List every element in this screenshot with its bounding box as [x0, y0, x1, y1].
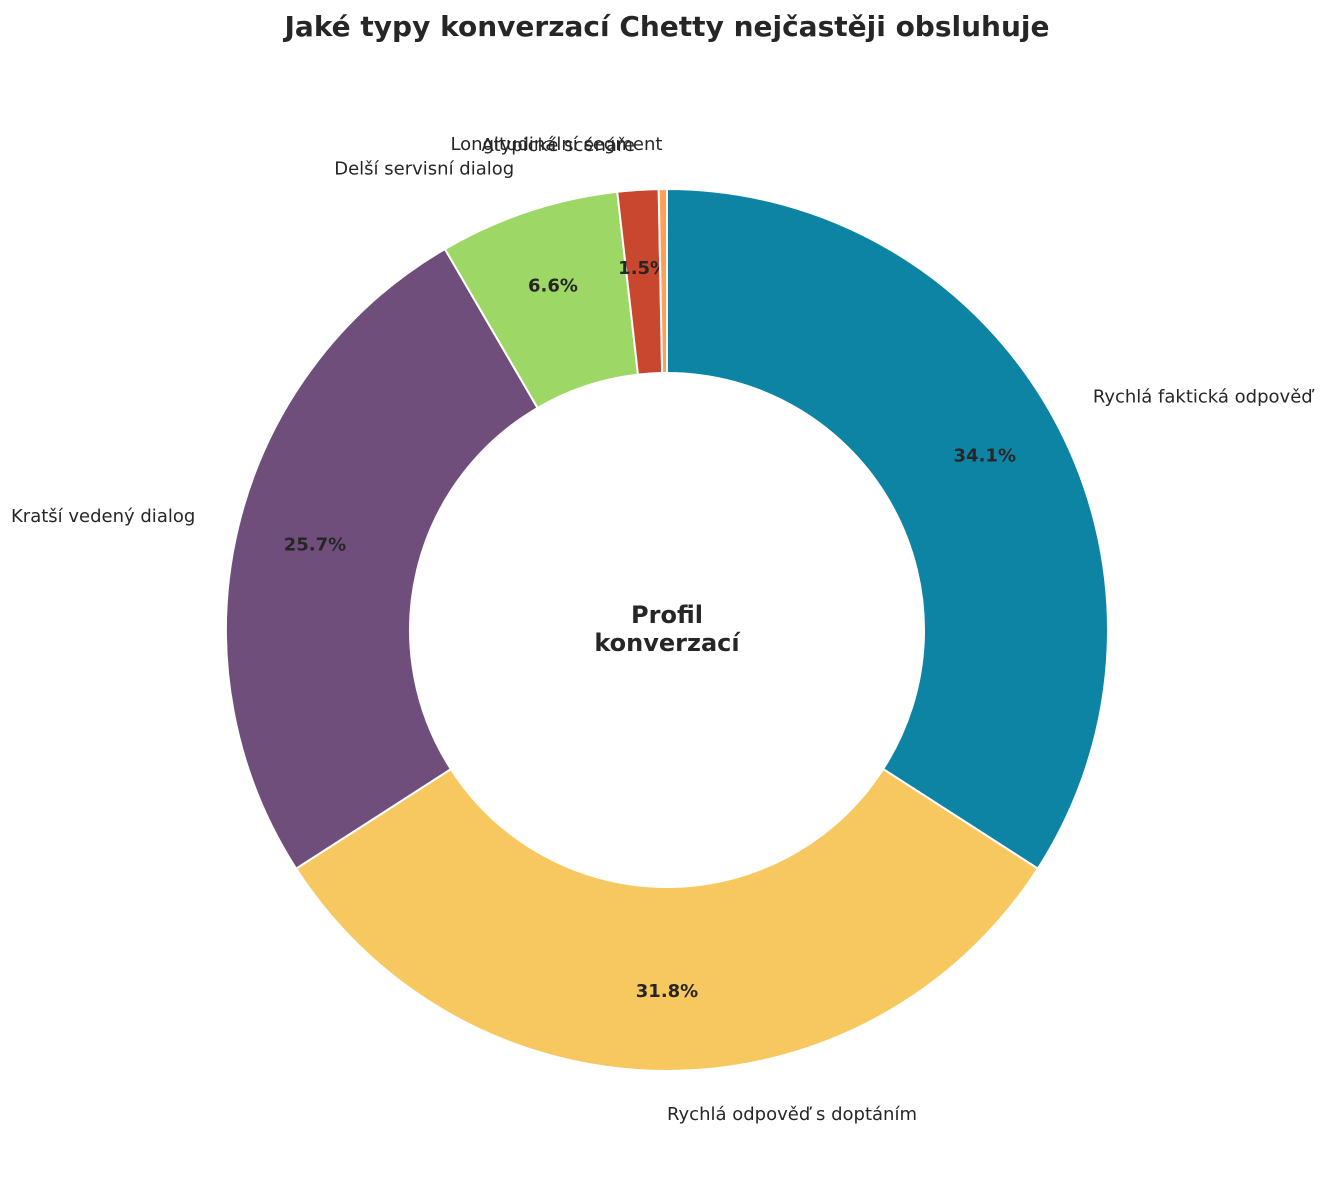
- value-label: 6.6%: [528, 275, 578, 296]
- donut-slice: [294, 767, 1040, 1072]
- slice-label: Rychlá odpověď s doptáním: [667, 1104, 917, 1125]
- value-label: 31.8%: [636, 981, 698, 1002]
- slice-label: Longitudinální segment: [450, 134, 662, 155]
- slice-label: Rychlá faktická odpověď: [1093, 387, 1315, 408]
- slice-label: Delší servisní dialog: [334, 159, 514, 180]
- donut-slice: [225, 247, 539, 871]
- slice-label: Kratší vedený dialog: [11, 506, 195, 527]
- center-label: Profil: [631, 601, 703, 629]
- donut-slice: [657, 187, 668, 375]
- slice-label: Atypické scénáře: [482, 135, 635, 156]
- chart-title: Jaké typy konverzací Chetty nejčastěji o…: [283, 10, 1050, 43]
- value-label: 34.1%: [954, 446, 1016, 467]
- center-label: konverzací: [594, 629, 741, 657]
- donut-slice: [666, 187, 1109, 871]
- value-label: 25.7%: [284, 534, 346, 555]
- value-label: 1.5%: [618, 258, 668, 279]
